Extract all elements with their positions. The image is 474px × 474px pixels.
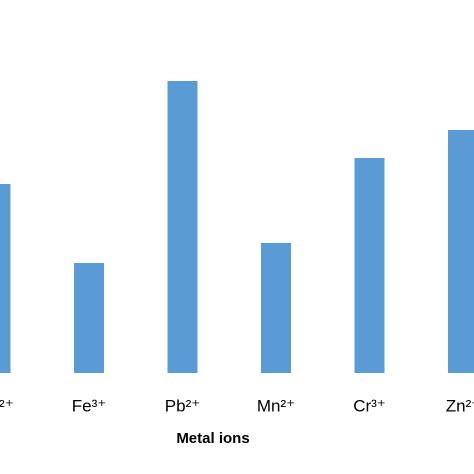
x-tick-label: Mn²⁺ (257, 396, 295, 415)
bar (448, 130, 474, 373)
bar (74, 263, 104, 373)
x-tick-label: Cr³⁺ (353, 396, 386, 415)
bar (167, 81, 198, 373)
bar (0, 184, 11, 373)
x-tick-label: Pb²⁺ (165, 396, 200, 415)
x-tick-label: Zn²⁺ (446, 396, 474, 415)
x-tick-label: Fe³⁺ (72, 396, 106, 415)
x-tick-label: Cu²⁺ (0, 396, 14, 415)
bar (354, 158, 385, 373)
bar (261, 243, 291, 373)
x-axis-label: Metal ions (176, 430, 249, 447)
